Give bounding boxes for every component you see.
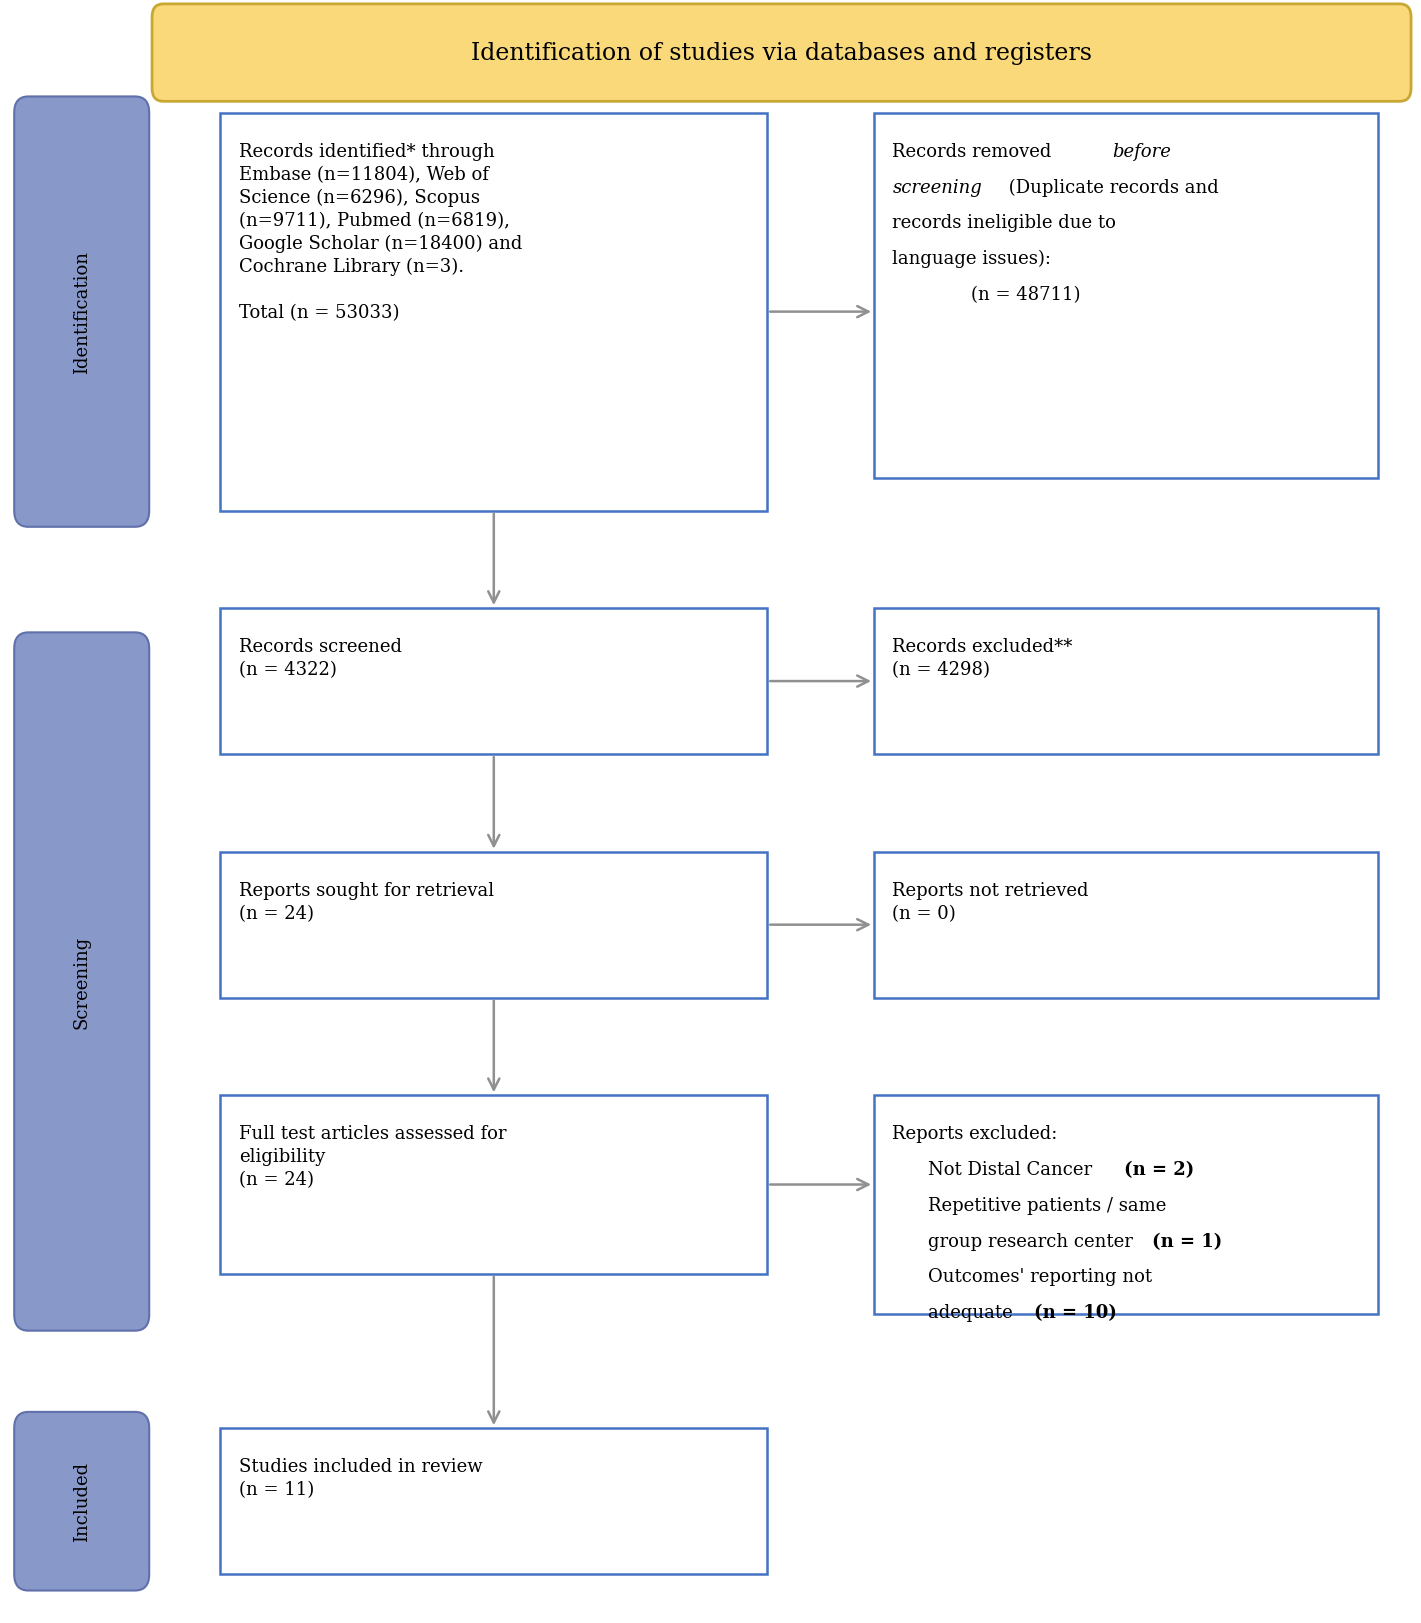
FancyBboxPatch shape <box>152 5 1411 102</box>
FancyBboxPatch shape <box>874 114 1378 479</box>
FancyBboxPatch shape <box>220 609 767 755</box>
FancyBboxPatch shape <box>14 97 149 527</box>
Text: records ineligible due to: records ineligible due to <box>892 214 1117 232</box>
Text: Repetitive patients / same: Repetitive patients / same <box>928 1196 1167 1214</box>
FancyBboxPatch shape <box>220 114 767 511</box>
Text: group research center: group research center <box>928 1232 1138 1250</box>
Text: Records excluded**
(n = 4298): Records excluded** (n = 4298) <box>892 638 1073 678</box>
Text: Identification of studies via databases and registers: Identification of studies via databases … <box>470 42 1093 65</box>
FancyBboxPatch shape <box>14 1412 149 1591</box>
Text: Reports excluded:: Reports excluded: <box>892 1125 1057 1143</box>
FancyBboxPatch shape <box>874 1096 1378 1315</box>
FancyBboxPatch shape <box>874 852 1378 998</box>
Text: (n = 2): (n = 2) <box>1124 1160 1194 1178</box>
Text: (n = 1): (n = 1) <box>1152 1232 1222 1250</box>
FancyBboxPatch shape <box>220 1096 767 1274</box>
Text: Included: Included <box>72 1461 91 1542</box>
Text: Records screened
(n = 4322): Records screened (n = 4322) <box>239 638 402 678</box>
Text: before: before <box>1113 143 1171 161</box>
FancyBboxPatch shape <box>220 852 767 998</box>
Text: (Duplicate records and: (Duplicate records and <box>1003 179 1219 196</box>
Text: Reports sought for retrieval
(n = 24): Reports sought for retrieval (n = 24) <box>239 881 495 922</box>
Text: language issues):: language issues): <box>892 250 1052 268</box>
FancyBboxPatch shape <box>14 633 149 1331</box>
Text: Outcomes' reporting not: Outcomes' reporting not <box>928 1268 1152 1285</box>
Text: screening: screening <box>892 179 982 196</box>
FancyBboxPatch shape <box>874 609 1378 755</box>
Text: Not Distal Cancer: Not Distal Cancer <box>928 1160 1098 1178</box>
Text: Identification: Identification <box>72 252 91 373</box>
Text: Screening: Screening <box>72 935 91 1029</box>
Text: Records identified* through
Embase (n=11804), Web of
Science (n=6296), Scopus
(n: Records identified* through Embase (n=11… <box>239 143 522 321</box>
Text: (n = 48711): (n = 48711) <box>971 286 1080 304</box>
Text: (n = 10): (n = 10) <box>1034 1303 1117 1321</box>
Text: Records removed: Records removed <box>892 143 1057 161</box>
Text: adequate: adequate <box>928 1303 1019 1321</box>
Text: Studies included in review
(n = 11): Studies included in review (n = 11) <box>239 1457 482 1498</box>
FancyBboxPatch shape <box>220 1428 767 1574</box>
Text: Reports not retrieved
(n = 0): Reports not retrieved (n = 0) <box>892 881 1088 922</box>
Text: Full test articles assessed for
eligibility
(n = 24): Full test articles assessed for eligibil… <box>239 1125 506 1188</box>
